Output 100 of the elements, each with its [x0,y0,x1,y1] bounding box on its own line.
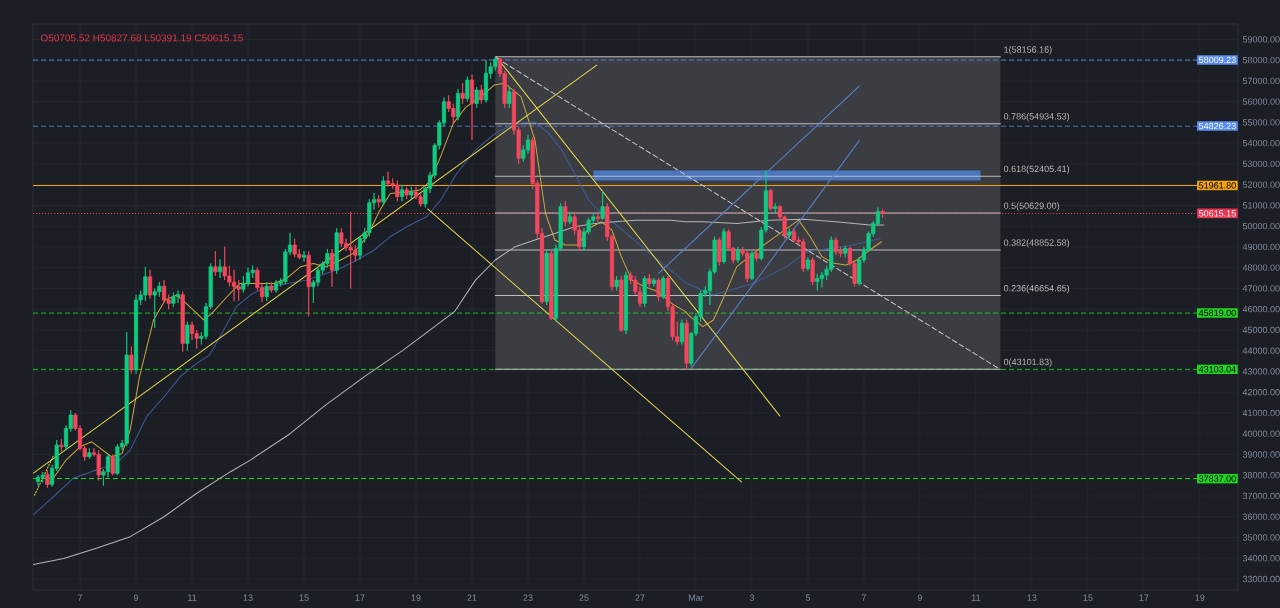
candlestick [717,237,722,266]
candlestick [231,269,237,302]
candlestick [647,273,652,287]
x-tick-label: 15 [299,594,309,601]
candlestick [269,281,274,293]
x-tick-label: 27 [635,594,645,601]
candlestick [334,227,339,275]
y-tick-label: 39000.00 [1242,451,1280,458]
ref-line-label: 51961.80 [1199,182,1236,189]
candlestick [656,277,661,302]
ref-line-label: 54826.23 [1199,122,1236,130]
candlestick [40,471,45,483]
series-label: 0.382(48852.58) [1003,239,1070,248]
candlestick [787,227,792,240]
y-tick-label: 57000.00 [1242,77,1280,85]
y-tick-label: 48000.00 [1242,264,1280,271]
candlestick [273,279,279,293]
candlestick [754,248,759,262]
y-tick-label: 36000.00 [1242,513,1280,520]
candlestick [843,245,848,258]
candlestick [507,86,512,109]
candlestick [721,227,727,264]
ref-line-label: 50615.15 [1199,210,1236,217]
candlestick [110,454,115,476]
y-tick-label: 58000.00 [1242,56,1280,64]
candlestick [185,321,190,352]
candlestick [171,292,176,308]
series-label: 0.618(52405.41) [1003,165,1070,174]
y-tick-label: 33000.00 [1242,575,1280,583]
candlestick [651,277,657,287]
candlestick [329,248,335,288]
candlestick [385,171,391,188]
candlestick [124,331,129,447]
series-label: 0.5(50629.00) [1003,202,1060,211]
y-tick-label: 49000.00 [1242,243,1280,251]
ref-line-label: 58009.23 [1199,56,1236,64]
candlestick [460,82,465,105]
candlestick [735,246,741,263]
y-tick-label: 50000.00 [1242,222,1280,230]
candlestick [483,59,489,104]
candlestick [96,449,101,481]
candlestick [404,186,409,200]
y-tick-label: 38000.00 [1242,472,1280,479]
candlestick [623,271,629,335]
candlestick [563,200,568,227]
candlestick [147,269,153,300]
candlestick [595,213,601,223]
y-tick-label: 46000.00 [1242,305,1280,313]
x-tick-label: 21 [467,594,477,601]
candlestick [544,248,549,306]
candlestick [791,227,797,244]
candlestick [399,184,405,202]
y-tick-label: 34000.00 [1242,555,1280,562]
candlestick [805,256,811,272]
candlestick [381,175,386,206]
x-tick-label: 11 [188,594,197,601]
candlestick [661,275,666,300]
x-tick-label: 13 [1027,594,1037,601]
candlestick [474,86,479,109]
candlestick [264,281,269,302]
candlestick [129,346,134,374]
x-tick-label: 17 [1139,594,1149,601]
x-tick-label: 9 [917,594,922,601]
y-tick-label: 35000.00 [1242,534,1280,541]
candlestick [567,211,573,225]
candlestick [600,191,605,221]
y-tick-label: 51000.00 [1242,202,1280,209]
candlestick [469,74,475,141]
y-tick-label: 37000.00 [1242,492,1280,500]
x-tick-label: Mar [688,594,704,601]
series-label: 0(43101.83) [1003,358,1052,367]
series-label: 1(58156.16) [1004,46,1052,55]
x-tick-label: 19 [411,594,421,601]
candlestick [679,319,685,345]
candlestick [339,227,344,248]
y-tick-label: 44000.00 [1242,347,1280,354]
y-tick-label: 53000.00 [1242,160,1280,168]
candlestick [810,256,815,286]
candlestick [409,186,414,200]
candlestick [619,275,624,333]
x-tick-label: 5 [805,594,811,601]
candlestick [306,250,311,317]
candlestick [175,290,181,304]
y-tick-label: 40000.00 [1242,430,1280,437]
y-tick-label: 55000.00 [1242,119,1280,126]
candlestick [376,194,381,208]
candlestick [479,84,484,105]
x-tick-label: 17 [355,594,365,601]
candlestick [549,250,554,321]
series-label: 0.786(54934.53) [1003,112,1070,122]
y-tick-label: 41000.00 [1242,409,1280,417]
candlestick [213,250,218,277]
candlestick [880,208,885,219]
x-tick-label: 9 [133,594,139,601]
y-tick-label: 45000.00 [1242,326,1280,334]
y-tick-label: 59000.00 [1242,36,1280,43]
candlestick [833,237,839,256]
y-tick-label: 42000.00 [1242,389,1280,396]
x-tick-label: 11 [971,594,981,601]
x-tick-label: 25 [579,594,589,601]
